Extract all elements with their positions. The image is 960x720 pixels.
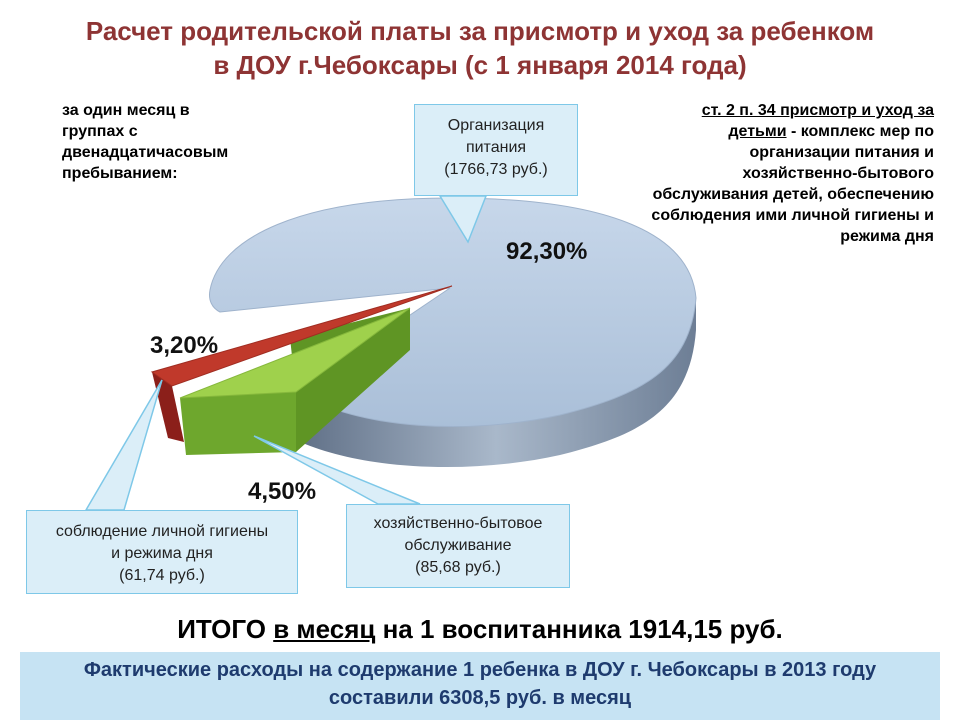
total-line: ИТОГО в месяц на 1 воспитанника 1914,15 …: [60, 614, 900, 645]
callout-food: Организация питания (1766,73 руб.): [414, 104, 578, 196]
callout-household: хозяйственно-бытовое обслуживание (85,68…: [346, 504, 570, 588]
callout-household-line-1: хозяйственно-бытовое: [373, 515, 543, 532]
data-label-household: 4,50%: [248, 478, 317, 505]
callout-food-amount: (1766,73 руб.): [444, 161, 548, 178]
title-line-2: в ДОУ г.Чебоксары (с 1 января 2014 года): [213, 50, 747, 80]
pie-slice-household-side: [180, 392, 296, 455]
pie-slice-hygiene: [150, 285, 453, 387]
period-note: за один месяц в группах с двенадцатичасо…: [62, 100, 292, 184]
period-note-line-1: за один месяц в: [62, 102, 190, 119]
law-reference: ст. 2 п. 34 присмотр и уход за детьми: [701, 102, 934, 140]
law-definition-note: ст. 2 п. 34 присмотр и уход за детьми - …: [640, 100, 934, 247]
period-note-line-3: двенадцатичасовым: [62, 144, 229, 161]
total-period: в месяц: [273, 614, 376, 644]
callout-hygiene-amount: (61,74 руб.): [119, 567, 205, 584]
data-label-food: 92,30%: [506, 238, 588, 265]
footer-text: Фактические расходы на содержание 1 ребе…: [83, 659, 877, 709]
total-prefix: ИТОГО: [177, 614, 274, 644]
pie-slice-household: [179, 307, 411, 399]
callout-food-pointer: [438, 195, 488, 244]
callout-food-line-2: питания: [465, 139, 527, 156]
page-title: Расчет родительской платы за присмотр и …: [40, 14, 920, 82]
total-amount: на 1 воспитанника 1914,15 руб.: [375, 614, 783, 644]
callout-hygiene-line-2: и режима дня: [111, 545, 213, 562]
callout-hygiene-pointer: [84, 379, 163, 511]
law-definition-text: - комплекс мер по организации питания и …: [651, 123, 934, 245]
pie-slice-food-side: [296, 298, 696, 467]
title-line-1: Расчет родительской платы за присмотр и …: [85, 16, 875, 46]
callout-hygiene: соблюдение личной гигиены и режима дня (…: [26, 510, 298, 594]
callout-hygiene-line-1: соблюдение личной гигиены: [55, 523, 269, 540]
data-label-hygiene: 3,20%: [150, 332, 219, 359]
footer-banner: Фактические расходы на содержание 1 ребе…: [20, 652, 940, 720]
callout-food-line-1: Организация: [447, 117, 545, 134]
period-note-line-4: пребыванием:: [62, 165, 178, 182]
period-note-line-2: группах с: [62, 123, 138, 140]
callout-household-amount: (85,68 руб.): [415, 559, 501, 576]
callout-household-line-2: обслуживание: [404, 537, 512, 554]
